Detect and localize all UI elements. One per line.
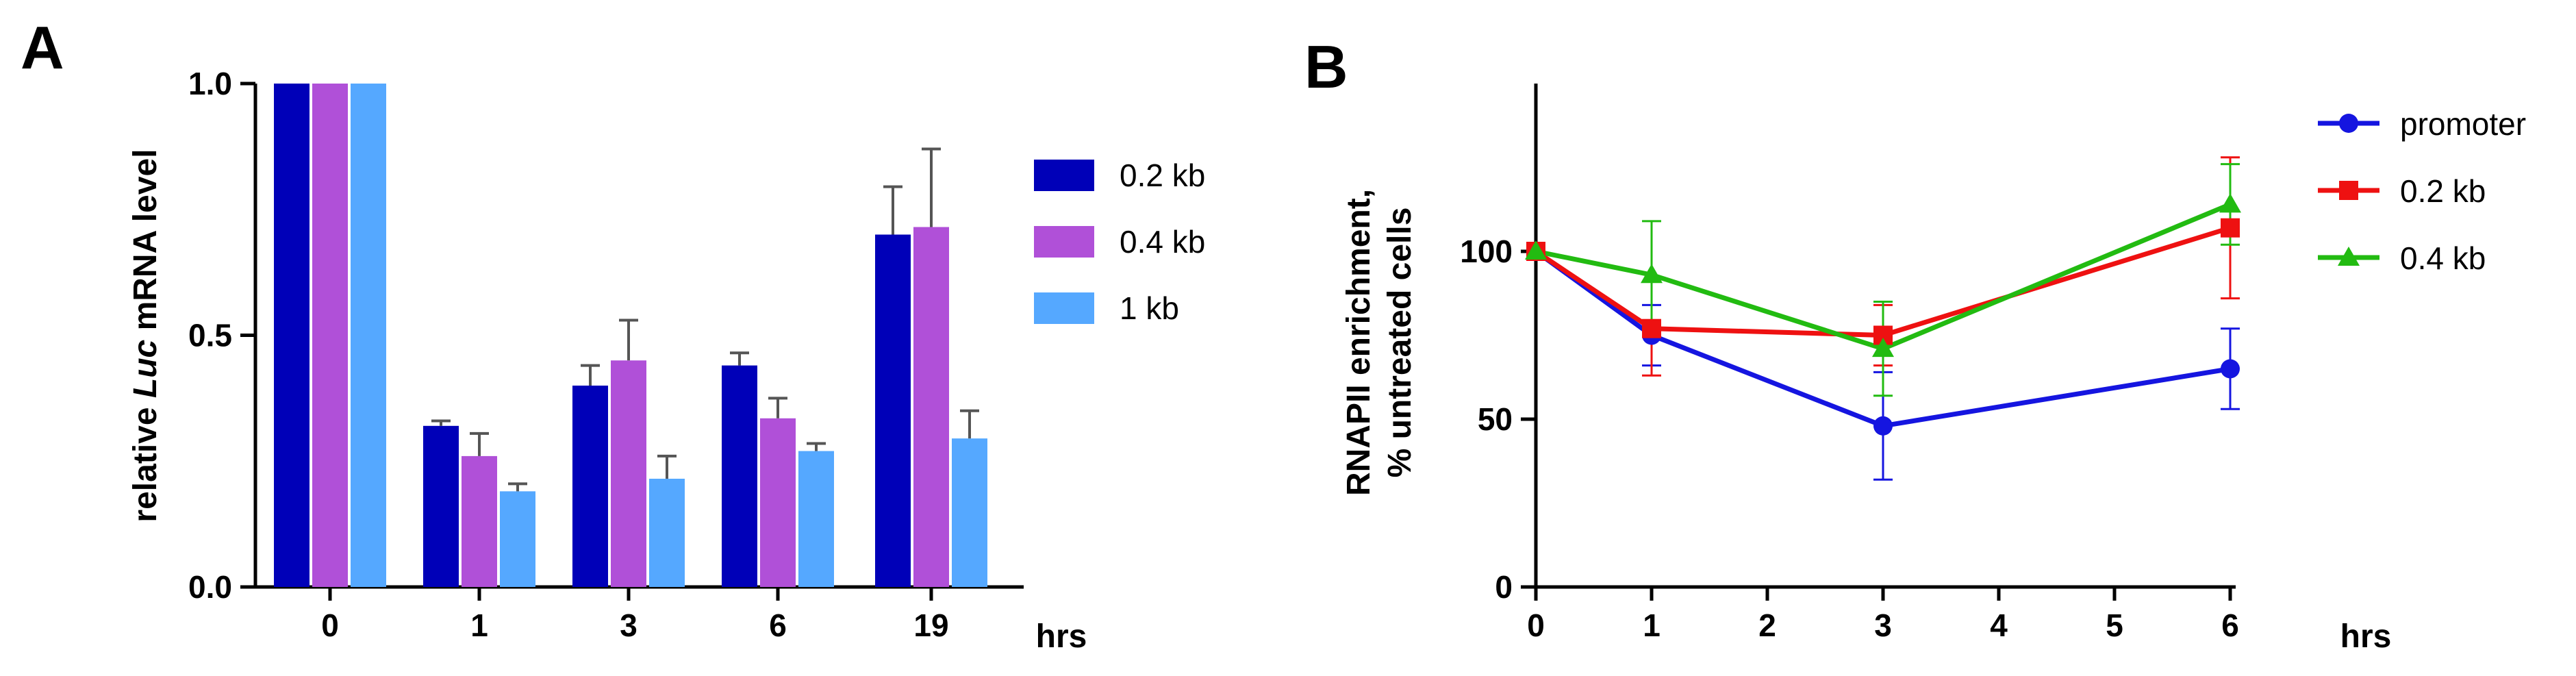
panel-b-point-promoter — [2221, 359, 2240, 379]
panel-b-x-tick-label: 0 — [1527, 608, 1545, 643]
panel-b-point-0.4-kb — [2219, 193, 2241, 213]
panel-a-bar-1-kb-1 — [500, 491, 535, 587]
panel-b-y-tick-label: 0 — [1495, 569, 1513, 605]
panel-b-line-0.4-kb — [1535, 202, 2232, 351]
panel-b-x-tick-label: 2 — [1758, 608, 1776, 643]
panel-b-line-chart: 0 50 100 0 1 2 3 4 5 6 RNAPII enrichment,% untre… — [1341, 84, 2526, 655]
panel-b-point-0.2-kb — [1642, 318, 1661, 338]
panel-b-point-0.4-kb — [1641, 264, 1663, 284]
panel-b-y-axis-title: RNAPII enrichment,% untreated cells — [1341, 189, 1418, 496]
panel-b-line-promoter — [1534, 249, 2231, 429]
panel-a-bar-0.2-kb-6 — [722, 365, 757, 587]
panel-a-bar-0.4-kb-0 — [312, 84, 348, 587]
panel-b-point-0.4-kb — [1872, 338, 1894, 358]
panel-a-bar-chart: 0.0 0.5 1.0 0 1 3 6 19 relative Luc mRNA level… — [127, 66, 1205, 655]
panel-a-legend-swatch — [1034, 226, 1094, 258]
panel-b-point-0.4-kb — [1525, 240, 1547, 260]
panel-a-bar-1-kb-3 — [649, 478, 685, 587]
panel-b-x-axis-title: hrs — [2340, 618, 2392, 655]
panel-b-x-tick-label: 6 — [2221, 608, 2239, 643]
panel-a-y-axis-title: relative Luc mRNA level — [127, 149, 164, 522]
panel-a-x-tick-label: 6 — [769, 608, 787, 643]
panel-a-bar-0.4-kb-3 — [611, 360, 646, 587]
panel-a-bar-0.2-kb-3 — [572, 386, 608, 587]
panel-a-x-axis-title: hrs — [1036, 618, 1087, 655]
panel-b-x-tick-label: 1 — [1643, 608, 1660, 643]
panel-a-legend-label: 0.4 kb — [1120, 224, 1205, 260]
panel-a-y-tick-label: 0.5 — [188, 318, 232, 353]
panel-a-legend-label: 1 kb — [1120, 290, 1179, 326]
panel-a-bar-1-kb-0 — [351, 84, 386, 587]
panel-a-x-tick-label: 19 — [913, 608, 948, 643]
panel-a-bar-1-kb-6 — [798, 451, 834, 587]
panel-a-bar-1-kb-19 — [952, 438, 987, 587]
panel-b-x-tick-label: 3 — [1874, 608, 1892, 643]
panel-b-legend-marker — [2339, 114, 2358, 133]
panel-b-y-tick-label: 50 — [1478, 401, 1513, 437]
panel-a-bar-0.4-kb-6 — [760, 418, 796, 587]
panel-b-x-tick-label: 5 — [2106, 608, 2123, 643]
panel-b-legend-label: 0.2 kb — [2400, 173, 2486, 209]
panel-a-legend-swatch — [1034, 292, 1094, 324]
panel-a-x-tick-label: 1 — [470, 608, 488, 643]
panel-a-letter: A — [21, 14, 64, 82]
panel-b-point-promoter — [1873, 416, 1893, 436]
panel-a-legend-label: 0.2 kb — [1120, 158, 1205, 193]
panel-a-x-tick-label: 0 — [321, 608, 339, 643]
panel-b-legend-marker — [2338, 247, 2360, 266]
panel-b-legend-label: promoter — [2400, 106, 2526, 142]
panel-a-bar-0.2-kb-1 — [423, 425, 459, 587]
panel-b-point-0.2-kb — [2221, 218, 2240, 238]
panel-b-x-tick-label: 4 — [1990, 608, 2008, 643]
panel-b-line-0.2-kb — [1535, 225, 2232, 338]
panel-a-bar-0.2-kb-19 — [875, 234, 911, 587]
panel-a-x-tick-label: 3 — [620, 608, 637, 643]
panel-a-y-tick-label: 1.0 — [188, 66, 232, 101]
panel-b-legend-marker — [2339, 181, 2358, 200]
panel-b-letter: B — [1304, 33, 1348, 101]
panel-b-legend-label: 0.4 kb — [2400, 240, 2486, 276]
panel-a-bar-0.4-kb-1 — [462, 455, 497, 587]
panel-a-bar-0.2-kb-0 — [274, 84, 310, 587]
panel-a-y-tick-label: 0.0 — [188, 569, 232, 605]
panel-a-legend-swatch — [1034, 160, 1094, 191]
panel-b-y-tick-label: 100 — [1460, 234, 1513, 269]
panel-a-bar-0.4-kb-19 — [913, 227, 949, 588]
